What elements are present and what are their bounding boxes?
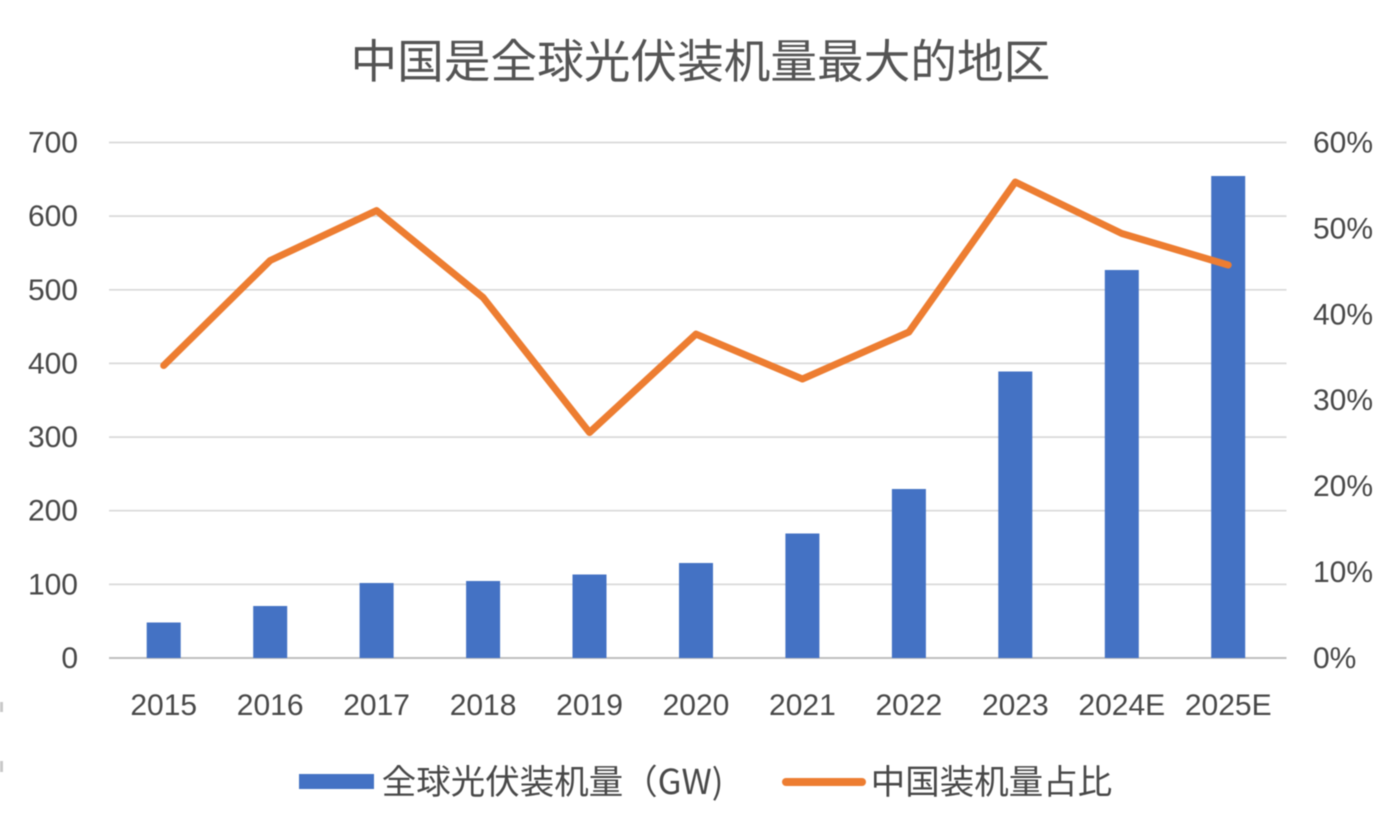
svg-text:10%: 10%	[1313, 556, 1373, 589]
svg-text:2018: 2018	[450, 689, 517, 722]
svg-text:2025E: 2025E	[1185, 689, 1272, 722]
svg-text:200: 200	[28, 495, 78, 528]
svg-text:2020: 2020	[663, 689, 730, 722]
svg-text:50%: 50%	[1313, 212, 1373, 245]
svg-text:400: 400	[28, 347, 78, 380]
svg-text:2024E: 2024E	[1078, 689, 1165, 722]
svg-text:20%: 20%	[1313, 470, 1373, 503]
svg-text:2021: 2021	[769, 689, 836, 722]
svg-text:2019: 2019	[556, 689, 623, 722]
svg-text:600: 600	[28, 200, 78, 233]
svg-text:2017: 2017	[343, 689, 410, 722]
svg-text:100: 100	[28, 568, 78, 601]
svg-text:2022: 2022	[876, 689, 943, 722]
svg-text:30%: 30%	[1313, 384, 1373, 417]
svg-text:2023: 2023	[982, 689, 1049, 722]
svg-text:0: 0	[61, 642, 78, 675]
svg-text:700: 700	[28, 127, 78, 160]
svg-text:2015: 2015	[130, 689, 197, 722]
svg-text:500: 500	[28, 274, 78, 307]
svg-text:0%: 0%	[1313, 642, 1356, 675]
svg-text:2016: 2016	[237, 689, 304, 722]
svg-text:60%: 60%	[1313, 127, 1373, 160]
svg-text:300: 300	[28, 421, 78, 454]
svg-text:40%: 40%	[1313, 298, 1373, 331]
